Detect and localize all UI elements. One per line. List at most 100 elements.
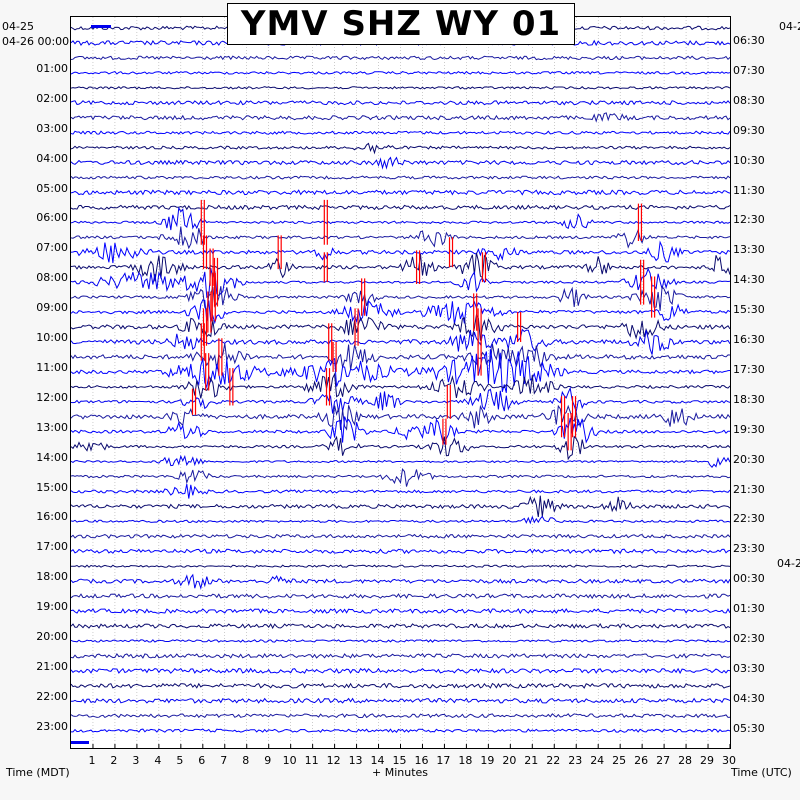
clipped-signal-mark: [332, 341, 337, 372]
right-hour-label: 17:30: [733, 362, 765, 376]
clipped-signal-mark: [442, 418, 447, 445]
clipped-signal-mark: [209, 248, 214, 286]
left-hour-label: 08:00: [36, 271, 68, 285]
seismic-trace-row: [71, 533, 730, 539]
right-hour-label: 13:30: [733, 243, 765, 257]
seismic-trace-row: [71, 682, 730, 689]
seismic-trace-row: [71, 70, 730, 75]
clipped-signal-mark: [415, 250, 421, 285]
clipped-signal-mark: [277, 235, 282, 270]
left-hour-label: 16:00: [36, 510, 68, 524]
left-hour-label: 02:00: [36, 91, 68, 105]
left-hour-label: 04:00: [36, 151, 68, 165]
left-axis-label: Time (MDT): [6, 766, 70, 779]
x-tick-label: 26: [634, 754, 649, 767]
left-hour-label: 03:00: [36, 121, 68, 135]
right-hour-label: 02:30: [733, 632, 765, 645]
x-tick-label: 7: [220, 754, 228, 767]
seismic-trace-row: [71, 404, 730, 431]
seismic-trace-row: [71, 240, 730, 264]
clipped-signal-mark: [571, 396, 577, 438]
right-hour-label: 06:30: [733, 34, 765, 47]
x-tick-label: 29: [700, 754, 715, 767]
left-hour-label: 09:00: [36, 301, 68, 315]
right-hour-label: 10:30: [733, 153, 765, 167]
seismic-trace-row: [71, 416, 730, 445]
seismic-trace-row: [71, 175, 730, 180]
x-tick-label: 16: [414, 754, 429, 767]
seismic-trace-row: [71, 515, 730, 525]
left-hour-label: 18:00: [36, 570, 68, 584]
seismic-trace-row: [71, 328, 730, 355]
seismic-trace-row: [71, 728, 730, 733]
clipped-signal-mark: [191, 388, 197, 415]
seismic-trace-row: [71, 697, 730, 704]
x-tick-label: 20: [502, 754, 517, 767]
clipped-signal-mark: [361, 278, 366, 316]
clipped-signal-mark: [323, 199, 328, 245]
x-tick-label: 21: [524, 754, 539, 767]
right-hour-label: 03:30: [733, 661, 765, 675]
left-hour-label: 17:00: [36, 540, 68, 554]
seismic-trace-row: [71, 112, 730, 123]
seismic-trace-row: [71, 548, 730, 555]
clipped-signal-mark: [473, 293, 478, 331]
clipped-signal-mark: [567, 412, 572, 451]
left-hour-label: 22:00: [36, 689, 68, 703]
x-tick-label: 24: [590, 754, 605, 767]
left-hour-label: 12:00: [36, 390, 68, 404]
clipped-signal-mark: [200, 323, 205, 361]
clipped-signal-mark: [211, 272, 216, 322]
helicorder-plot: [70, 16, 731, 749]
right-hour-label: 16:30: [733, 333, 765, 346]
seismic-trace-row: [71, 226, 730, 250]
clipped-signal-mark: [354, 308, 359, 346]
clipped-signal-mark: [218, 338, 223, 376]
title-box: YMV SHZ WY 01: [227, 3, 575, 45]
right-hour-label: 14:30: [733, 273, 765, 287]
seismic-trace-row: [71, 189, 730, 196]
left-hour-label: 20:00: [36, 630, 68, 643]
seismic-trace-row: [71, 468, 730, 487]
left-hour-label: 10:00: [36, 331, 68, 344]
seismic-trace-row: [71, 55, 730, 61]
seismic-trace-row: [71, 608, 730, 615]
seismic-trace-row: [71, 435, 730, 461]
clipped-signal-mark: [207, 291, 212, 333]
x-tick-label: 3: [132, 754, 140, 767]
x-tick-label: 18: [458, 754, 473, 767]
x-tick-label: 1: [88, 754, 96, 767]
right-axis-label: Time (UTC): [731, 766, 792, 779]
seismic-trace-row: [71, 299, 730, 325]
seismic-trace-row: [71, 593, 730, 600]
x-tick-label: 6: [198, 754, 206, 767]
right-hour-label: 04:30: [733, 691, 765, 705]
seismic-trace-row: [71, 349, 730, 394]
clipped-signal-mark: [651, 276, 656, 318]
right-hour-label: 22:30: [733, 512, 765, 526]
x-axis-label: + Minutes: [372, 766, 429, 779]
right-hour-label: 07:30: [733, 63, 765, 77]
x-tick-label: 27: [656, 754, 671, 767]
x-tick-label: 15: [392, 754, 407, 767]
right-date-label: 04-2: [779, 20, 800, 33]
seismic-trace-row: [71, 495, 730, 518]
clipped-signal-mark: [481, 252, 487, 283]
right-hour-label: 18:30: [733, 392, 765, 406]
chart-title: YMV SHZ WY 01: [240, 4, 562, 44]
x-tick-label: 25: [612, 754, 627, 767]
left-hour-label: 06:00: [36, 211, 68, 225]
x-tick-label: 12: [326, 754, 341, 767]
x-tick-label: 13: [348, 754, 363, 767]
seismic-trace-row: [71, 652, 730, 659]
seismic-trace-row: [71, 206, 730, 231]
right-hour-label: 08:30: [733, 93, 765, 107]
x-tick-label: 11: [304, 754, 319, 767]
right-hour-label: 20:30: [733, 452, 765, 466]
right-hour-label: 21:30: [733, 482, 765, 496]
x-tick-label: 10: [282, 754, 297, 767]
x-tick-label: 9: [264, 754, 272, 767]
clipped-signal-mark: [446, 384, 451, 419]
right-hour-label: 00:30: [733, 572, 765, 586]
seismic-trace-row: [71, 623, 730, 630]
